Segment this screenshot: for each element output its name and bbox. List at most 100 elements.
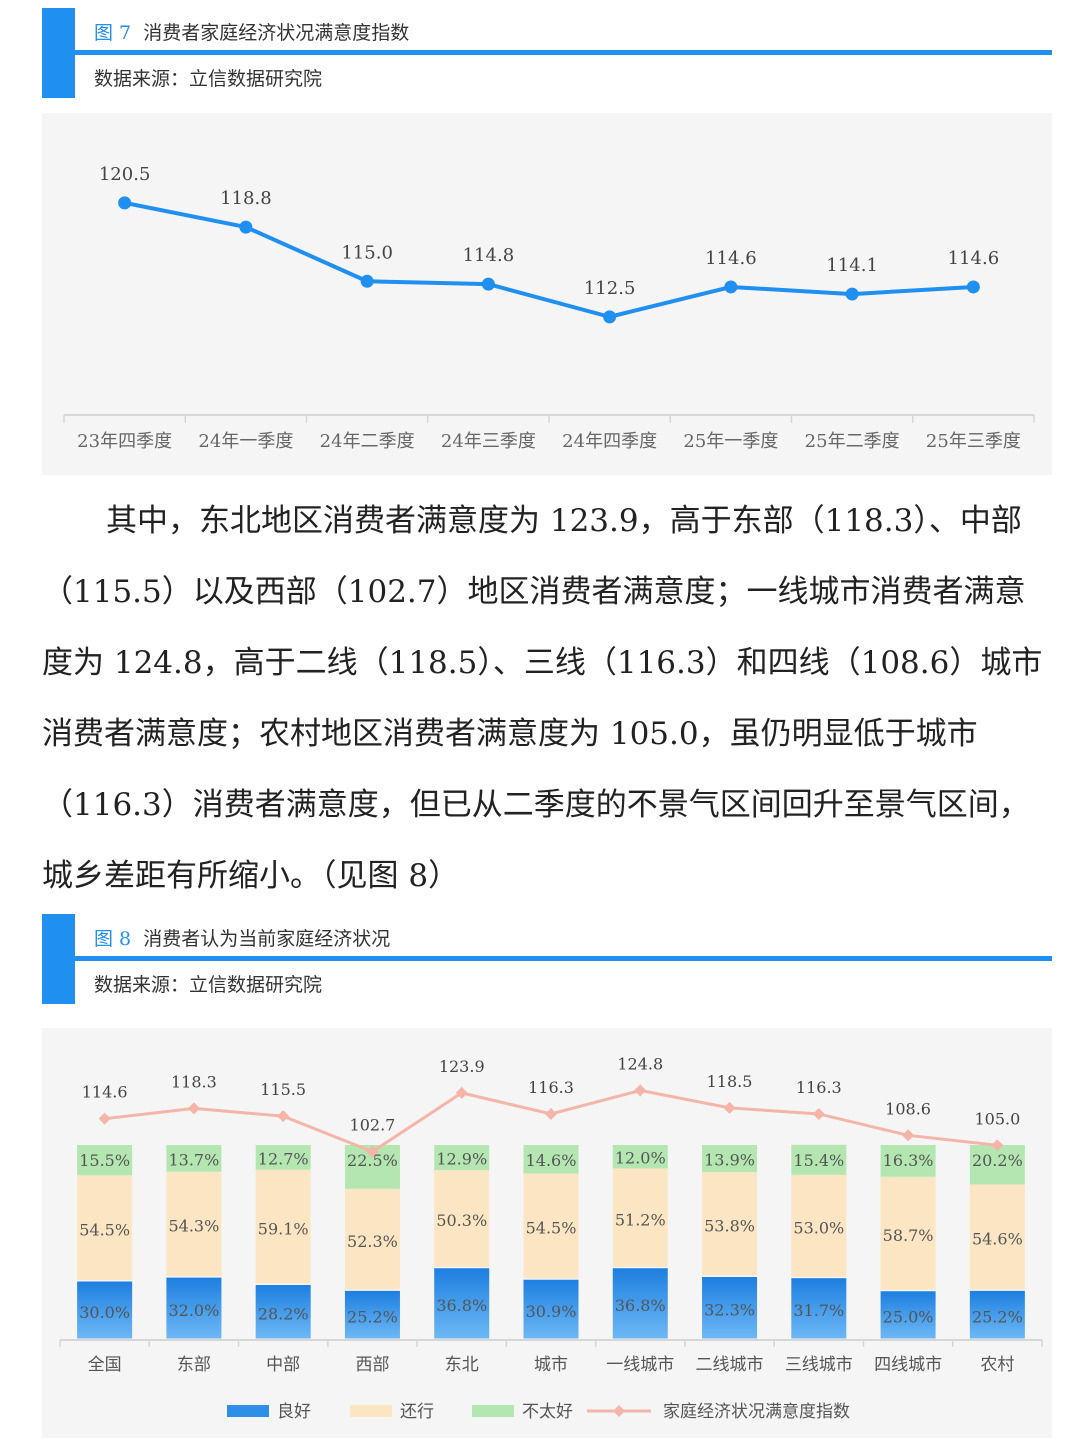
figure7-header: 图 7 消费者家庭经济状况满意度指数 数据来源：立信数据研究院 [42, 8, 1052, 100]
bar-segment [434, 1170, 490, 1267]
bar-segment [255, 1169, 311, 1284]
x-tick-label: 25年二季度 [805, 431, 900, 452]
segment-label: 20.2% [972, 1151, 1023, 1170]
bar-segment [702, 1277, 758, 1339]
figure8-accent-bar [42, 914, 75, 1004]
data-point [239, 220, 253, 234]
x-tick-label: 一线城市 [606, 1355, 674, 1375]
bar-segment [166, 1145, 222, 1172]
index-label: 115.5 [260, 1080, 306, 1099]
figure7-line-chart: 120.5 23年四季度 118.8 24年一季度 115.0 24年二季度 114.8 24… [63, 164, 1035, 452]
segment-label: 53.8% [704, 1217, 755, 1236]
figure7-accent-bar [42, 8, 75, 98]
segment-label: 25.2% [972, 1307, 1023, 1326]
segment-label: 59.1% [258, 1219, 309, 1238]
index-label: 105.0 [974, 1109, 1020, 1128]
segment-label: 15.4% [793, 1151, 844, 1170]
bar-segment [255, 1285, 311, 1339]
x-tick-label: 中部 [266, 1355, 300, 1375]
legend-swatch [227, 1405, 269, 1417]
index-point [366, 1145, 379, 1158]
index-label: 102.7 [350, 1116, 396, 1135]
x-tick-label: 东部 [177, 1355, 211, 1375]
segment-label: 32.3% [704, 1301, 755, 1320]
segment-label: 36.8% [436, 1296, 487, 1315]
x-tick-label: 24年二季度 [320, 431, 415, 452]
index-point [455, 1086, 468, 1099]
legend-label: 还行 [400, 1402, 434, 1422]
x-tick-label: 四线城市 [874, 1355, 942, 1375]
bar-segment [791, 1144, 847, 1175]
figure7-number: 图 7 [94, 22, 132, 44]
bar-segment [344, 1188, 400, 1290]
figure8-number: 图 8 [94, 928, 132, 950]
data-label: 114.6 [705, 248, 757, 269]
figure7-chart: 120.5 23年四季度 118.8 24年一季度 115.0 24年二季度 114.8 24… [42, 113, 1052, 475]
data-label: 114.6 [948, 248, 1000, 269]
figure7-title-text: 消费者家庭经济状况满意度指数 [143, 22, 410, 44]
x-tick-label: 23年四季度 [77, 431, 172, 452]
segment-label: 32.0% [168, 1301, 219, 1320]
figure8-divider [75, 956, 1052, 961]
index-label: 114.6 [82, 1083, 128, 1102]
segment-label: 30.0% [79, 1303, 130, 1322]
index-label: 123.9 [439, 1057, 485, 1076]
figure8-chart: 30.0% 54.5% 15.5% 全国 32.0% 54.3% 13.7% 东部 28.2% 5… [42, 1028, 1052, 1438]
x-tick-label: 24年一季度 [198, 431, 293, 452]
bar-segment [255, 1145, 311, 1170]
segment-label: 51.2% [615, 1210, 666, 1229]
x-tick-label: 西部 [355, 1355, 389, 1375]
bar-segment [880, 1145, 936, 1177]
segment-label: 15.5% [79, 1151, 130, 1170]
data-point [603, 310, 617, 324]
figure7-source: 数据来源：立信数据研究院 [94, 68, 323, 90]
bar-segment [612, 1168, 668, 1267]
index-label: 124.8 [617, 1054, 663, 1073]
data-label: 120.5 [99, 164, 151, 185]
segment-label: 28.2% [258, 1305, 309, 1324]
segment-label: 13.7% [168, 1150, 219, 1169]
x-tick-label: 25年三季度 [926, 431, 1021, 452]
x-tick-label: 25年一季度 [683, 431, 778, 452]
x-tick-label: 24年三季度 [441, 431, 536, 452]
index-point [902, 1129, 915, 1142]
bar-segment [612, 1268, 668, 1339]
bar-segment [77, 1281, 133, 1339]
data-point [481, 277, 495, 291]
data-label: 114.8 [463, 245, 515, 266]
bar-segment [434, 1145, 490, 1171]
legend-label: 良好 [277, 1402, 311, 1422]
segment-label: 30.9% [526, 1302, 577, 1321]
index-point [634, 1084, 647, 1097]
legend-marker [613, 1405, 625, 1417]
index-label: 118.3 [171, 1072, 217, 1091]
x-tick-label: 东北 [445, 1355, 479, 1375]
data-label: 115.0 [341, 242, 393, 263]
index-label: 116.3 [528, 1078, 574, 1097]
bar-segment [612, 1145, 668, 1169]
figure8-source: 数据来源：立信数据研究院 [94, 974, 323, 996]
bar-segment [77, 1145, 133, 1176]
data-point [845, 287, 859, 301]
segment-label: 25.0% [883, 1308, 934, 1327]
segment-label: 54.3% [168, 1217, 219, 1236]
data-point [360, 274, 374, 288]
bar-segment [969, 1184, 1025, 1290]
segment-label: 50.3% [436, 1211, 487, 1230]
segment-label: 12.9% [436, 1150, 487, 1169]
index-point [812, 1107, 825, 1120]
data-point [118, 196, 132, 210]
bar-segment [880, 1291, 936, 1339]
bar-segment [791, 1174, 847, 1277]
bar-segment [969, 1290, 1025, 1339]
index-point [187, 1102, 200, 1115]
bar-segment [166, 1171, 222, 1277]
bar-segment [523, 1173, 579, 1279]
index-label: 116.3 [796, 1078, 842, 1097]
x-tick-label: 农村 [980, 1355, 1014, 1375]
bar-segment [702, 1172, 758, 1276]
segment-label: 52.3% [347, 1232, 398, 1251]
bar-segment [344, 1290, 400, 1339]
figure7-title: 图 7 消费者家庭经济状况满意度指数 [94, 18, 409, 45]
index-point [545, 1107, 557, 1120]
